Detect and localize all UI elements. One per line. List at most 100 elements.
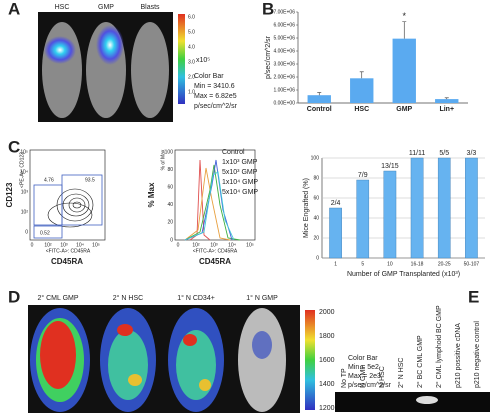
value-label: 2/4 bbox=[331, 200, 341, 207]
label: Min = 5e2 bbox=[348, 364, 379, 371]
colorbar bbox=[178, 14, 185, 104]
label: <FITC-A>: CD45RA bbox=[46, 248, 91, 254]
label: 10² bbox=[44, 242, 52, 248]
y-tick-label: 1.00E+06 bbox=[273, 87, 295, 93]
label: 1800 bbox=[319, 333, 335, 340]
bar bbox=[307, 95, 331, 103]
signal bbox=[96, 25, 124, 65]
label: p210 negative control bbox=[474, 321, 481, 388]
x-tick-label: Control bbox=[307, 106, 332, 113]
label: 10⁵ bbox=[246, 242, 254, 248]
label: 2.0 bbox=[188, 74, 195, 80]
bar bbox=[410, 157, 424, 259]
gel bbox=[335, 392, 490, 412]
label: 1600 bbox=[319, 357, 335, 364]
label: p/sec/cm^2/sr bbox=[348, 382, 392, 389]
label: Max = 6.82e5 bbox=[194, 93, 237, 100]
label: 10⁴ bbox=[228, 242, 236, 248]
bar bbox=[350, 78, 374, 103]
y-tick-label: 2.00E+06 bbox=[273, 74, 295, 80]
y-tick-label: 0.00E+00 bbox=[273, 100, 295, 106]
label: Max = 2e3 bbox=[348, 373, 381, 380]
label: 93.5 bbox=[85, 177, 95, 183]
gel-band bbox=[416, 396, 438, 404]
label: 100 bbox=[165, 149, 174, 155]
label: 10³ bbox=[210, 242, 218, 248]
label: 1200 bbox=[319, 405, 335, 412]
label: 0 bbox=[25, 229, 28, 235]
label: Color Bar bbox=[194, 73, 224, 80]
label: 1° N GMP bbox=[246, 294, 278, 302]
bar bbox=[465, 157, 478, 259]
bar bbox=[383, 170, 397, 259]
colorbar bbox=[305, 310, 315, 410]
bar bbox=[437, 157, 451, 259]
label: No TP bbox=[341, 368, 348, 388]
error-bar bbox=[402, 21, 407, 39]
label: 10⁵ bbox=[92, 242, 100, 248]
label: 40 bbox=[167, 202, 173, 208]
error-bar bbox=[359, 71, 364, 79]
x-tick-label: HSC bbox=[354, 106, 369, 113]
y-tick-label: 3.00E+06 bbox=[273, 61, 295, 67]
y-axis-label: p/sec/cm^2/sr bbox=[265, 35, 272, 79]
x-tick-label: GMP bbox=[396, 106, 412, 113]
label: p210 possitive cDNA bbox=[455, 323, 462, 388]
bar bbox=[329, 207, 342, 259]
x-axis-label: Number of GMP Transplanted (x10³) bbox=[347, 271, 460, 278]
label: 5x10⁴ GMP bbox=[222, 189, 258, 196]
label: 80 bbox=[167, 167, 173, 173]
label: 0 bbox=[177, 242, 180, 248]
label: 2° CML GMP bbox=[37, 294, 78, 302]
label: <FITC-A>: CD45RA bbox=[193, 248, 238, 254]
label: 1° N CD34+ bbox=[177, 294, 215, 302]
label: 2° N HSC bbox=[397, 358, 405, 388]
y-tick-label: 20 bbox=[313, 235, 319, 241]
label: 5.0 bbox=[188, 29, 195, 35]
label: % of Max bbox=[160, 149, 166, 170]
x-tick-label: 10 bbox=[387, 261, 393, 267]
label: 10⁴ bbox=[20, 169, 28, 175]
gate bbox=[33, 225, 63, 239]
label: 1x10³ GMP bbox=[222, 159, 258, 166]
label: 10⁴ bbox=[76, 242, 84, 248]
label: A bbox=[8, 0, 20, 18]
x-tick-label: 1 bbox=[334, 261, 337, 267]
y-tick-label: 80 bbox=[313, 175, 319, 181]
signal bbox=[44, 36, 76, 64]
plot-frame bbox=[29, 149, 106, 241]
label: p/sec/cm^2/sr bbox=[194, 103, 238, 110]
y-axis-label: Mice Engrafted (%) bbox=[303, 178, 310, 238]
label: GMP bbox=[98, 4, 114, 11]
label: CD45RA bbox=[51, 257, 83, 266]
label: HSC bbox=[55, 4, 70, 11]
label: 1.0 bbox=[188, 89, 195, 95]
y-tick-label: 4.00E+06 bbox=[273, 48, 295, 54]
gate bbox=[61, 174, 103, 226]
label: 10⁵ bbox=[20, 149, 28, 155]
label: 4.0 bbox=[188, 44, 195, 50]
label: 1400 bbox=[319, 381, 335, 388]
label: Blasts bbox=[140, 4, 160, 11]
label: 10³ bbox=[60, 242, 68, 248]
label: Color Bar bbox=[348, 355, 378, 362]
label: Min = 3410.6 bbox=[194, 83, 235, 90]
label: 6.0 bbox=[188, 14, 195, 20]
value-label: 3/3 bbox=[467, 150, 477, 157]
label: C bbox=[8, 137, 20, 156]
label: 10³ bbox=[21, 189, 29, 195]
x-tick-label: 16-18 bbox=[411, 261, 424, 267]
y-tick-label: 40 bbox=[313, 215, 319, 221]
y-tick-label: 7.00E+06 bbox=[273, 9, 295, 15]
y-tick-label: 0 bbox=[316, 255, 319, 261]
x-tick-label: 5 bbox=[361, 261, 364, 267]
y-tick-label: 100 bbox=[311, 155, 320, 161]
y-tick-label: 60 bbox=[313, 195, 319, 201]
contours bbox=[47, 188, 94, 228]
label: 3.0 bbox=[188, 59, 195, 65]
plot-frame bbox=[174, 149, 256, 241]
label: N HSC bbox=[379, 366, 386, 388]
error-bar bbox=[444, 97, 449, 100]
label: CD45RA bbox=[199, 257, 231, 266]
